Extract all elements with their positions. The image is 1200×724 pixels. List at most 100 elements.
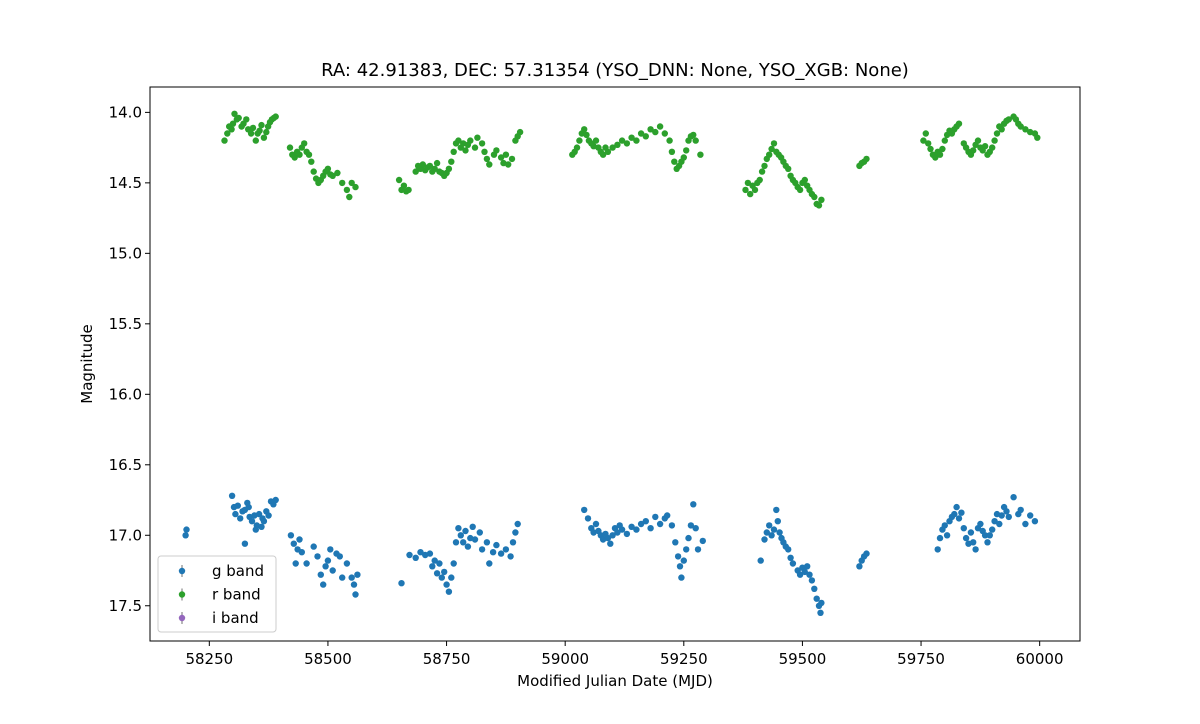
data-point: [258, 523, 265, 530]
data-point: [785, 165, 792, 172]
data-point: [676, 563, 684, 570]
data-point: [672, 539, 679, 546]
data-point: [272, 113, 279, 120]
data-point: [811, 193, 818, 201]
data-point: [502, 546, 510, 553]
data-point: [989, 144, 996, 151]
data-point: [818, 196, 825, 203]
data-point: [856, 563, 863, 570]
data-point: [576, 137, 583, 144]
data-point: [773, 506, 780, 514]
data-point: [1005, 116, 1012, 123]
data-point: [292, 560, 299, 567]
data-point: [438, 574, 445, 581]
data-point: [489, 549, 497, 556]
data-point: [352, 591, 359, 598]
data-point: [934, 546, 941, 553]
data-point: [981, 532, 989, 539]
data-point: [352, 183, 359, 191]
y-axis-label: Magnitude: [78, 324, 96, 403]
data-point: [680, 154, 687, 161]
data-point: [592, 137, 600, 144]
data-point: [272, 496, 279, 504]
data-point: [628, 134, 635, 141]
data-point: [962, 534, 970, 542]
legend-label: r band: [212, 586, 261, 604]
data-point: [699, 537, 706, 545]
data-point: [514, 520, 521, 528]
data-point: [618, 137, 626, 144]
data-point: [581, 506, 588, 514]
series-r-band: [221, 110, 1041, 209]
data-point: [287, 532, 295, 539]
data-point: [443, 581, 450, 588]
legend-marker: [178, 591, 186, 598]
data-point: [666, 137, 673, 144]
data-point: [464, 543, 472, 550]
data-point: [806, 571, 813, 578]
data-point: [324, 165, 332, 172]
data-point: [441, 568, 448, 576]
data-point: [768, 145, 775, 153]
data-point: [252, 526, 259, 533]
data-point: [1031, 518, 1039, 525]
legend-entry: g band: [178, 562, 264, 580]
data-point: [317, 571, 324, 578]
data-point: [991, 518, 998, 525]
data-point: [744, 179, 752, 187]
data-point: [939, 145, 946, 153]
data-point: [768, 532, 775, 539]
legend-label: i band: [212, 609, 259, 627]
data-point: [977, 520, 984, 528]
data-point: [460, 539, 467, 546]
data-point: [314, 553, 321, 560]
data-point: [986, 532, 993, 539]
data-point: [462, 527, 469, 535]
data-point: [925, 140, 932, 147]
series-g-band: [182, 492, 1039, 616]
data-point: [497, 550, 505, 557]
data-point: [1017, 506, 1024, 514]
data-point: [960, 525, 967, 532]
data-point: [467, 137, 474, 144]
data-point: [984, 539, 991, 546]
x-tick-label: 60000: [1016, 650, 1064, 668]
data-point: [936, 151, 944, 158]
data-point: [633, 526, 640, 533]
data-point: [234, 502, 241, 509]
data-point: [450, 148, 457, 155]
data-point: [680, 557, 687, 564]
data-point: [692, 137, 699, 144]
data-point: [431, 557, 438, 564]
data-point: [448, 574, 455, 581]
data-point: [429, 563, 436, 570]
data-point: [445, 165, 453, 172]
data-point: [863, 550, 870, 557]
data-point: [766, 522, 773, 529]
data-point: [683, 546, 690, 553]
data-point: [804, 563, 811, 570]
data-point: [263, 128, 270, 136]
data-point: [400, 182, 408, 189]
data-point: [260, 134, 268, 141]
data-point: [241, 540, 249, 547]
data-point: [476, 529, 483, 536]
data-point: [339, 574, 346, 581]
data-point: [614, 141, 621, 148]
data-point: [1005, 513, 1012, 521]
data-point: [932, 154, 939, 161]
data-point: [455, 525, 462, 532]
data-point: [228, 492, 236, 499]
data-point: [1017, 123, 1024, 130]
data-point: [668, 148, 676, 155]
data-point: [761, 162, 768, 170]
data-point: [310, 543, 317, 550]
data-point: [417, 549, 424, 556]
x-tick-label: 58750: [423, 650, 471, 668]
data-point: [431, 165, 438, 172]
data-point: [512, 529, 519, 536]
data-point: [955, 120, 963, 127]
data-point: [941, 522, 948, 529]
y-tick-label: 14.0: [109, 103, 142, 121]
